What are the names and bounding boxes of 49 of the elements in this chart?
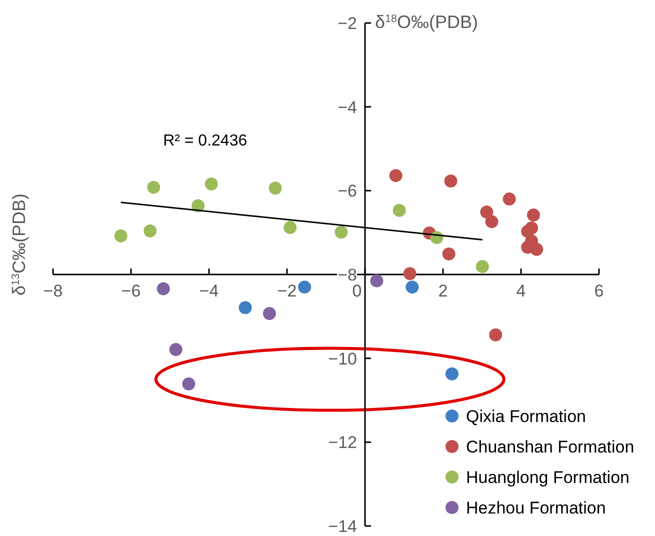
point	[445, 367, 458, 380]
x-tick-label: −4	[199, 282, 219, 300]
x-tick-label: −6	[121, 282, 141, 300]
point	[389, 169, 402, 182]
x-tick-label: −8	[43, 282, 63, 300]
point	[268, 182, 282, 195]
point	[485, 215, 498, 228]
legend-label: Chuanshan Formation	[466, 438, 634, 456]
legend-label: Huanglong Formation	[466, 468, 630, 487]
y-tick-label: −14	[328, 517, 357, 536]
point	[476, 260, 489, 274]
point	[502, 192, 516, 206]
point	[238, 301, 252, 314]
point	[403, 267, 416, 280]
point	[114, 229, 128, 242]
x-tick-label: 4	[516, 282, 526, 300]
point	[156, 282, 170, 296]
point	[442, 247, 456, 260]
point	[262, 306, 276, 320]
annotation: R² = 0.2436	[163, 132, 248, 150]
legend-label: Qixia Formation	[466, 407, 586, 426]
x-tick-label: 0	[352, 282, 362, 300]
legend-label: Hezhou Formation	[466, 498, 606, 518]
y-tick-label: −10	[328, 349, 357, 368]
point	[406, 280, 419, 294]
point	[526, 208, 540, 222]
point	[444, 174, 458, 188]
y-tick-label: −6	[338, 182, 357, 201]
x-tick-label: 2	[438, 282, 448, 300]
point	[392, 204, 406, 217]
point	[169, 343, 182, 356]
point	[182, 377, 196, 390]
point	[284, 221, 297, 234]
point	[334, 226, 348, 239]
x-tick-label: 6	[594, 282, 604, 300]
x-tick-label: −2	[277, 282, 297, 300]
point	[298, 280, 312, 294]
x-axis-title: δ$^{18}$O‰(PDB)	[375, 12, 478, 32]
y-tick-label: −2	[338, 14, 357, 33]
point	[525, 221, 538, 234]
point	[204, 177, 218, 190]
point	[489, 328, 502, 342]
point	[370, 274, 384, 288]
y-tick-label: −12	[328, 433, 357, 452]
point	[480, 206, 494, 219]
point	[530, 242, 544, 256]
y-tick-label: −4	[338, 98, 357, 117]
point	[144, 224, 157, 238]
point	[147, 180, 160, 194]
